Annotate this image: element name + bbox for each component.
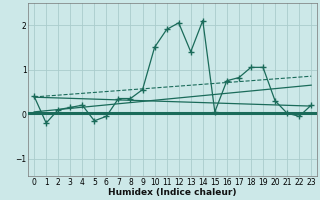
X-axis label: Humidex (Indice chaleur): Humidex (Indice chaleur) xyxy=(108,188,237,197)
